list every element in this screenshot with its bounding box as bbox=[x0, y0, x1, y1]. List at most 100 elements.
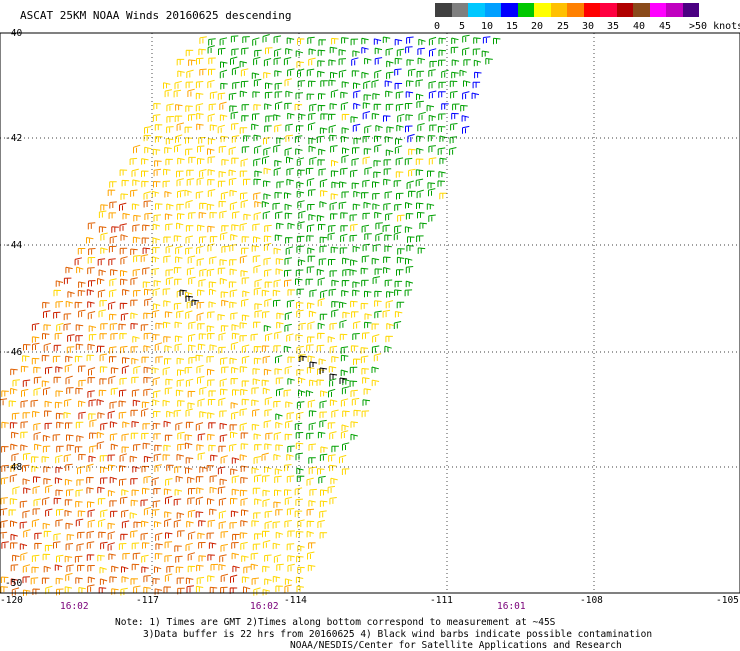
wind-barb bbox=[63, 313, 72, 321]
wind-barb bbox=[196, 444, 204, 451]
wind-barb bbox=[140, 532, 149, 541]
wind-barb bbox=[349, 380, 358, 387]
wind-barb bbox=[408, 190, 416, 198]
wind-barb bbox=[331, 181, 339, 189]
wind-barb bbox=[163, 300, 171, 307]
wind-barb bbox=[241, 115, 249, 122]
wind-barb bbox=[340, 354, 349, 362]
wind-barb bbox=[264, 281, 273, 288]
wind-barb bbox=[485, 58, 493, 65]
wind-barb bbox=[220, 543, 228, 552]
wind-barb bbox=[65, 355, 73, 363]
wind-barb bbox=[218, 346, 226, 354]
wind-barb bbox=[12, 554, 20, 562]
wind-barb bbox=[163, 168, 171, 176]
wind-barb bbox=[163, 255, 171, 263]
wind-barb bbox=[55, 301, 64, 308]
wind-barb bbox=[353, 102, 361, 110]
wind-barb bbox=[164, 518, 172, 527]
wind-barb bbox=[1, 390, 9, 397]
wind-barb bbox=[119, 302, 128, 310]
wind-barb bbox=[163, 586, 172, 593]
wind-barb bbox=[340, 102, 349, 111]
wind-barb bbox=[130, 248, 138, 255]
wind-barb bbox=[143, 586, 151, 594]
wind-barb bbox=[328, 113, 336, 121]
wind-barb bbox=[340, 430, 349, 439]
wind-barb bbox=[31, 323, 40, 331]
wind-barb bbox=[108, 375, 116, 385]
wind-barb bbox=[263, 137, 271, 145]
wind-barb bbox=[296, 235, 305, 243]
wind-barb bbox=[231, 366, 239, 374]
wind-barb bbox=[253, 264, 261, 274]
wind-barb bbox=[141, 432, 149, 440]
wind-barb bbox=[174, 545, 182, 552]
wind-barb bbox=[163, 488, 172, 495]
wind-barb bbox=[177, 443, 185, 451]
wind-barb bbox=[207, 575, 215, 582]
wind-barb bbox=[207, 156, 216, 164]
wind-barb bbox=[394, 68, 402, 76]
wind-barb bbox=[361, 192, 369, 199]
wind-barb bbox=[350, 259, 358, 266]
wind-barb bbox=[220, 531, 229, 539]
wind-barb bbox=[341, 191, 350, 199]
wind-barb bbox=[262, 530, 270, 538]
wind-barb bbox=[23, 452, 31, 461]
wind-barb bbox=[317, 70, 325, 78]
latitude-label: -48 bbox=[5, 462, 22, 473]
wind-barb bbox=[65, 522, 73, 530]
wind-barb bbox=[231, 475, 240, 484]
wind-barb bbox=[273, 279, 282, 288]
wind-barb bbox=[154, 553, 163, 560]
wind-barb bbox=[129, 157, 138, 165]
wind-barb bbox=[74, 301, 83, 309]
wind-barb bbox=[362, 102, 371, 109]
wind-barb bbox=[363, 201, 371, 209]
wind-barb bbox=[174, 80, 182, 90]
wind-barb bbox=[416, 135, 424, 143]
wind-barb bbox=[185, 577, 194, 584]
wind-barb bbox=[371, 366, 379, 373]
wind-barb bbox=[396, 192, 404, 200]
wind-barb bbox=[241, 47, 249, 55]
wind-barb bbox=[199, 386, 207, 395]
wind-barb bbox=[306, 93, 315, 100]
wind-barb bbox=[67, 291, 75, 298]
wind-barb bbox=[252, 223, 260, 231]
wind-barb bbox=[64, 364, 73, 373]
legend-tick-label: 15 bbox=[505, 21, 519, 32]
longitude-label: -108 bbox=[580, 595, 603, 606]
wind-barb bbox=[218, 397, 226, 406]
wind-barb bbox=[308, 189, 316, 197]
wind-barb bbox=[144, 212, 152, 220]
wind-barb bbox=[64, 586, 73, 593]
legend-swatch bbox=[501, 3, 518, 17]
wind-barb bbox=[306, 477, 314, 486]
wind-barb bbox=[175, 475, 184, 483]
wind-barb bbox=[287, 356, 296, 363]
wind-barb bbox=[404, 226, 413, 233]
wind-barb bbox=[109, 278, 117, 287]
wind-barb bbox=[64, 555, 73, 563]
wind-barb bbox=[295, 50, 304, 57]
wind-barb bbox=[320, 489, 328, 496]
wind-barb bbox=[287, 222, 295, 230]
wind-barb bbox=[284, 212, 293, 220]
wind-barb bbox=[164, 213, 173, 220]
wind-barb bbox=[130, 312, 138, 319]
wind-barb bbox=[175, 245, 183, 255]
wind-barb bbox=[218, 510, 227, 519]
wind-barb bbox=[42, 522, 51, 530]
wind-barb bbox=[383, 159, 392, 166]
wind-barb bbox=[297, 38, 305, 45]
wind-barb bbox=[319, 453, 328, 461]
wind-barb bbox=[97, 554, 105, 562]
wind-barb bbox=[166, 126, 174, 134]
wind-barb bbox=[295, 498, 303, 506]
wind-barb bbox=[218, 564, 226, 571]
wind-barb bbox=[207, 45, 215, 54]
wind-barb bbox=[142, 442, 151, 450]
wind-barb bbox=[372, 276, 381, 284]
